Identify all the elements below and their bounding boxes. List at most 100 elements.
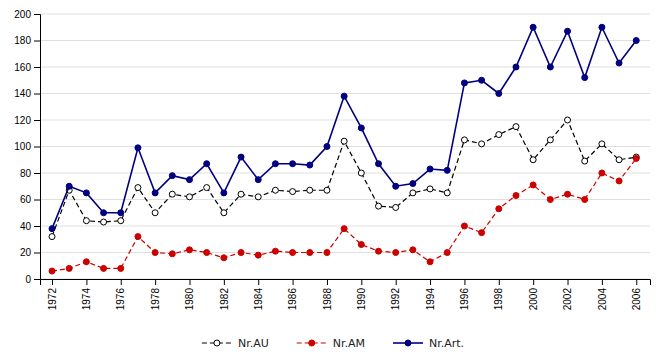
series-point bbox=[101, 219, 107, 225]
x-tick-label: 2004 bbox=[597, 288, 608, 311]
x-tick-mark bbox=[361, 279, 362, 285]
series-point bbox=[376, 203, 382, 209]
x-tick: 1980 bbox=[184, 279, 195, 310]
x-tick-mark bbox=[258, 279, 259, 285]
legend: Nr.AUNr.AMNr.Art. bbox=[202, 337, 464, 350]
legend-marker bbox=[214, 340, 220, 346]
y-tick-label: 120 bbox=[14, 115, 31, 126]
series-point bbox=[186, 177, 192, 183]
x-tick-label: 1984 bbox=[253, 288, 264, 311]
y-tick-label: 60 bbox=[20, 194, 32, 205]
x-tick-mark bbox=[189, 279, 190, 285]
series-point bbox=[307, 250, 313, 256]
x-tick: 1984 bbox=[253, 279, 264, 310]
series-point bbox=[358, 242, 364, 248]
series-point bbox=[358, 170, 364, 176]
series-point bbox=[186, 194, 192, 200]
x-tick: 1972 bbox=[47, 279, 58, 310]
x-tick-mark bbox=[533, 279, 534, 285]
legend-marker bbox=[405, 340, 411, 346]
series-point bbox=[582, 197, 588, 203]
grid-line bbox=[40, 146, 650, 147]
series-point bbox=[272, 248, 278, 254]
series-point bbox=[616, 60, 622, 66]
x-tick-label: 1974 bbox=[81, 288, 92, 311]
series-point bbox=[427, 166, 433, 172]
y-tick-mark bbox=[34, 226, 40, 227]
series-point bbox=[290, 189, 296, 195]
series-point bbox=[135, 185, 141, 191]
series-point bbox=[204, 185, 210, 191]
series-point bbox=[513, 193, 519, 199]
x-tick-mark bbox=[602, 279, 603, 285]
x-tick: 1986 bbox=[287, 279, 298, 310]
series-point bbox=[496, 132, 502, 138]
series-point bbox=[341, 226, 347, 232]
x-tick: 2000 bbox=[528, 279, 539, 310]
x-tick-label: 1986 bbox=[287, 288, 298, 311]
series-point bbox=[152, 210, 158, 216]
series-point bbox=[530, 182, 536, 188]
series-point bbox=[513, 64, 519, 70]
y-tick: 60 bbox=[20, 194, 40, 205]
legend-item: Nr.Art. bbox=[393, 337, 464, 350]
series-point bbox=[444, 250, 450, 256]
series-point bbox=[599, 170, 605, 176]
y-tick-mark bbox=[34, 279, 40, 280]
series-point bbox=[599, 24, 605, 30]
x-tick-label: 1998 bbox=[493, 288, 504, 311]
series-point bbox=[169, 191, 175, 197]
x-tick: 1996 bbox=[459, 279, 470, 310]
series-point bbox=[324, 187, 330, 193]
series-point bbox=[410, 247, 416, 253]
series-point bbox=[513, 124, 519, 130]
x-tick: 1992 bbox=[390, 279, 401, 310]
legend-label: Nr.AM bbox=[333, 337, 365, 350]
series-point bbox=[238, 250, 244, 256]
series-point bbox=[479, 77, 485, 83]
y-tick: 160 bbox=[14, 62, 40, 73]
y-tick-mark bbox=[34, 253, 40, 254]
y-tick-mark bbox=[34, 147, 40, 148]
x-tick-mark bbox=[327, 279, 328, 285]
series-point bbox=[427, 259, 433, 265]
series-point bbox=[255, 194, 261, 200]
series-point bbox=[565, 191, 571, 197]
x-tick-mark bbox=[293, 279, 294, 285]
series-point bbox=[255, 177, 261, 183]
y-tick: 200 bbox=[14, 9, 40, 20]
y-tick-label: 200 bbox=[14, 9, 31, 20]
x-tick-mark bbox=[52, 279, 53, 285]
series-point bbox=[49, 268, 55, 274]
series-point bbox=[565, 28, 571, 34]
x-axis-line bbox=[41, 280, 651, 286]
series-point bbox=[427, 186, 433, 192]
series-point bbox=[616, 157, 622, 163]
grid-line bbox=[40, 14, 650, 15]
grid-line bbox=[40, 199, 650, 200]
series-line bbox=[52, 158, 636, 271]
x-tick: 1990 bbox=[356, 279, 367, 310]
y-tick-mark bbox=[34, 41, 40, 42]
grid-line bbox=[40, 40, 650, 41]
grid-line bbox=[40, 120, 650, 121]
y-tick: 140 bbox=[14, 88, 40, 99]
series-point bbox=[290, 161, 296, 167]
series-point bbox=[461, 80, 467, 86]
x-tick-label: 1988 bbox=[322, 288, 333, 311]
series-point bbox=[307, 162, 313, 168]
series-point bbox=[547, 137, 553, 143]
series-point bbox=[101, 210, 107, 216]
series-point bbox=[49, 234, 55, 240]
y-tick: 120 bbox=[14, 115, 40, 126]
series-point bbox=[565, 117, 571, 123]
x-tick: 2004 bbox=[597, 279, 608, 310]
y-axis-line bbox=[34, 15, 41, 280]
y-tick: 80 bbox=[20, 168, 40, 179]
x-tick-mark bbox=[86, 279, 87, 285]
series-group bbox=[49, 24, 639, 274]
y-tick-mark bbox=[34, 173, 40, 174]
series-point bbox=[238, 154, 244, 160]
series-point bbox=[118, 210, 124, 216]
series-point bbox=[204, 250, 210, 256]
